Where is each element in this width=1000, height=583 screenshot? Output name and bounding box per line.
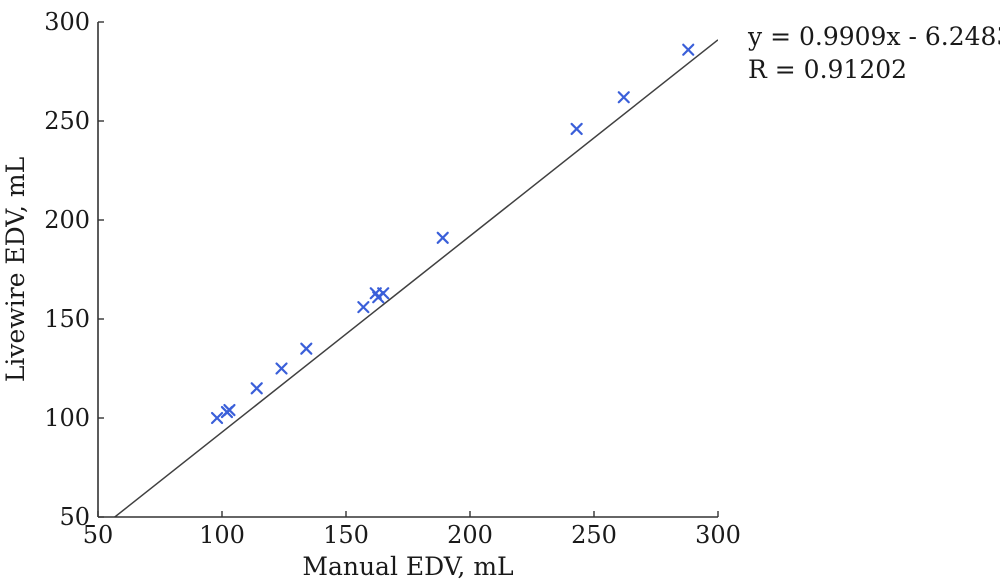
x-tick-label: 300 bbox=[695, 521, 741, 549]
x-tick-label: 150 bbox=[323, 521, 369, 549]
x-tick-label: 250 bbox=[571, 521, 617, 549]
data-point bbox=[210, 411, 224, 425]
x-axis-title: Manual EDV, mL bbox=[302, 552, 513, 581]
y-tick-label: 200 bbox=[44, 206, 90, 234]
y-tick-label: 250 bbox=[44, 107, 90, 135]
data-point bbox=[570, 122, 583, 136]
y-tick-label: 100 bbox=[44, 404, 90, 432]
data-point bbox=[682, 43, 695, 56]
data-point bbox=[436, 231, 449, 244]
y-tick-label: 150 bbox=[44, 305, 90, 333]
correlation-coefficient: R = 0.91202 bbox=[748, 55, 907, 84]
regression-line bbox=[113, 39, 718, 517]
x-tick-label: 50 bbox=[83, 521, 114, 549]
y-tick-label: 50 bbox=[59, 503, 90, 531]
y-axis-title: Livewire EDV, mL bbox=[1, 157, 30, 382]
data-points bbox=[210, 43, 695, 425]
axes bbox=[97, 21, 719, 518]
data-point bbox=[275, 362, 288, 375]
tick-labels: 50 100 150 200 250 300 50 100 150 200 250 300 bbox=[44, 8, 741, 549]
data-point bbox=[357, 301, 370, 314]
y-tick-label: 300 bbox=[44, 8, 90, 36]
data-point bbox=[250, 382, 263, 395]
data-point bbox=[617, 91, 630, 104]
x-tick-label: 200 bbox=[447, 521, 493, 549]
data-point bbox=[223, 403, 236, 417]
x-tick-label: 100 bbox=[199, 521, 245, 549]
data-point bbox=[300, 342, 313, 355]
regression-equation: y = 0.9909x - 6.2483 bbox=[747, 22, 1000, 51]
fit-line-layer bbox=[113, 39, 718, 517]
data-point bbox=[377, 287, 390, 300]
